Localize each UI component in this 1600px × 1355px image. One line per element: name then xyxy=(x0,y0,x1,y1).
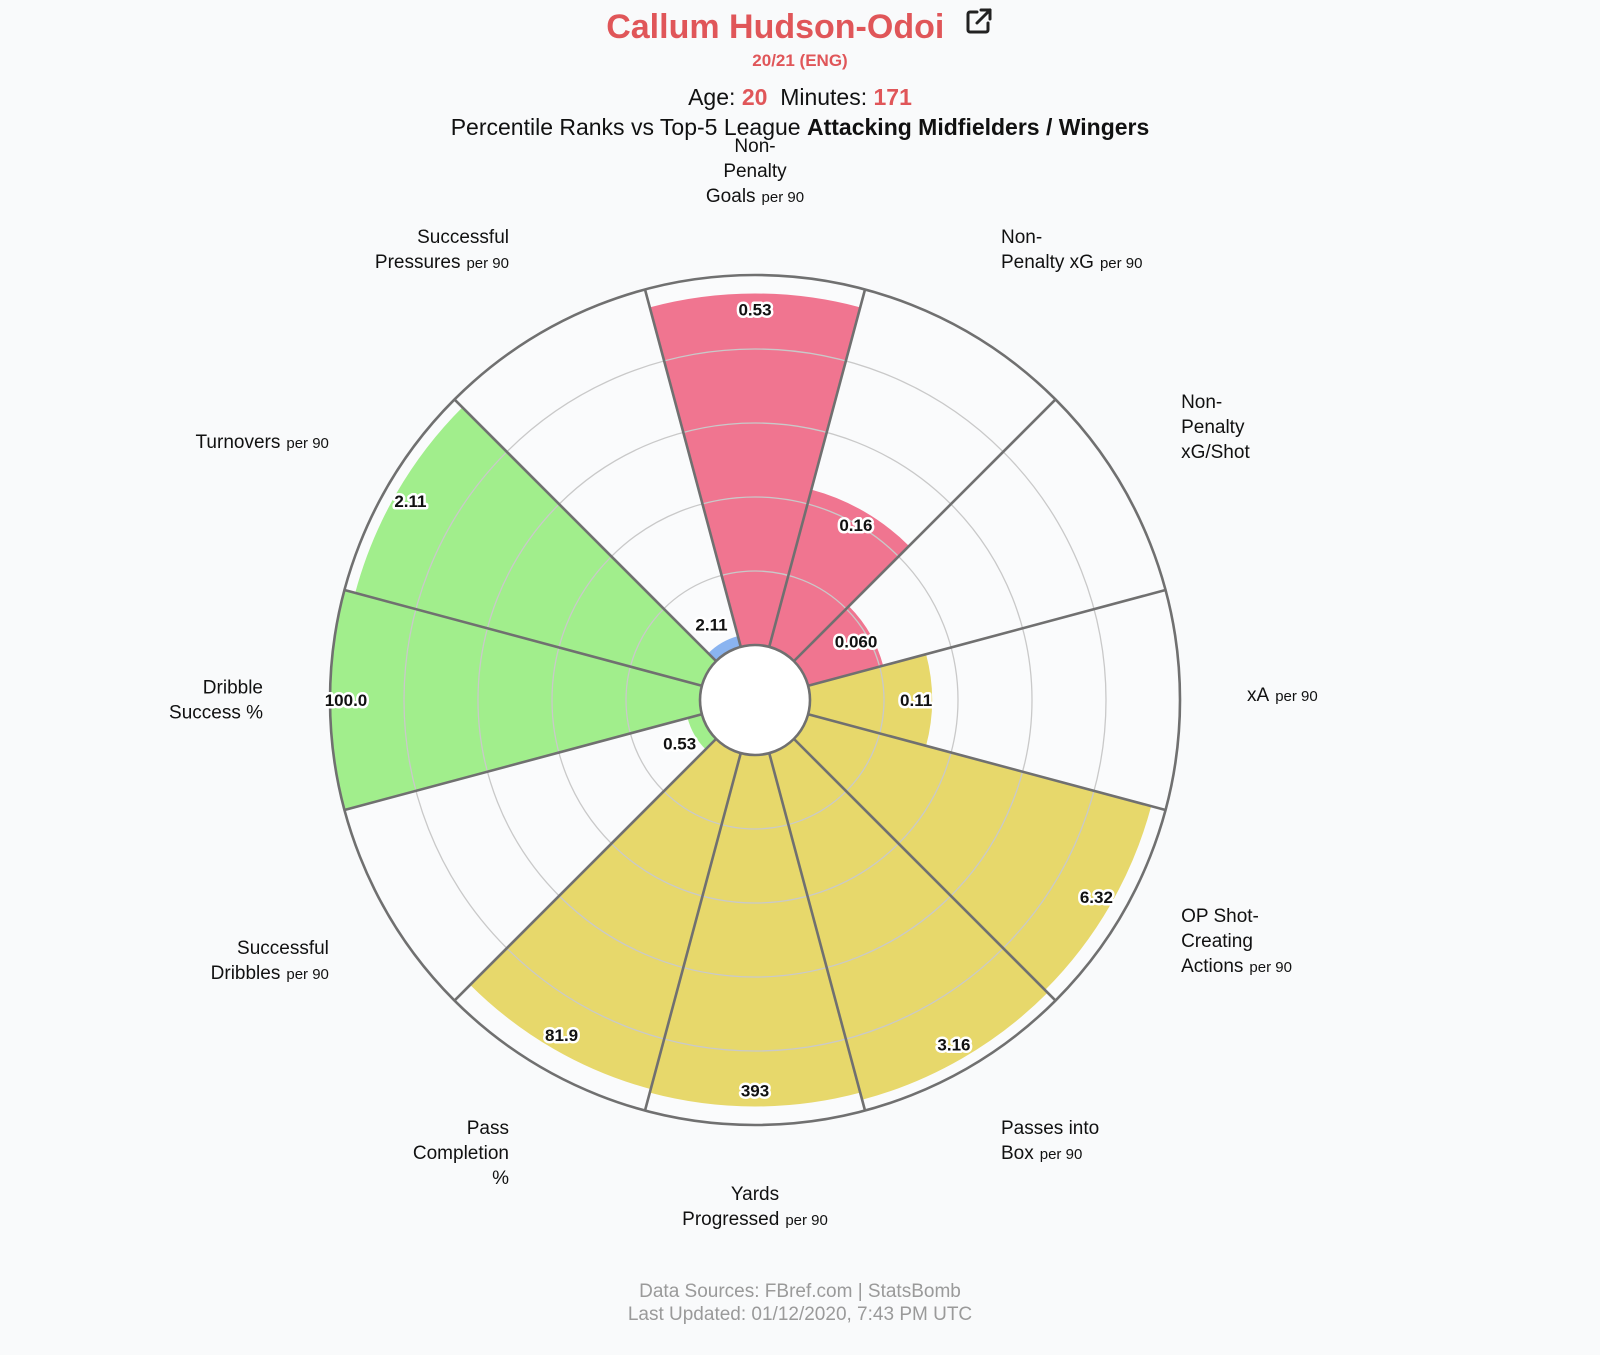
spoke-4 xyxy=(807,712,1166,812)
spoke-2 xyxy=(792,398,1057,663)
value-label-4: 6.32 xyxy=(1080,888,1113,907)
inner-hole xyxy=(698,643,812,757)
comparison-row: Percentile Ranks vs Top-5 League Attacki… xyxy=(0,112,1600,142)
value-label-8: 0.53 xyxy=(663,735,696,754)
value-label-3: 0.11 xyxy=(900,691,932,710)
gridlines xyxy=(403,348,1107,1052)
season-subtitle: 20/21 (ENG) xyxy=(752,51,848,71)
external-link-icon[interactable] xyxy=(964,4,994,46)
age-minutes-row: Age: 20 Minutes: 171 xyxy=(0,82,1600,112)
value-label-9: 100.0 xyxy=(325,691,368,710)
value-label-10: 2.11 xyxy=(394,492,426,511)
minutes-label: Minutes: xyxy=(780,84,868,111)
value-label-1: 0.16 xyxy=(839,516,872,535)
spoke-6 xyxy=(767,752,867,1111)
category-label-2: Non-Penalty xG/Shot xyxy=(1181,392,1250,463)
grid-ring-2 xyxy=(477,422,1033,978)
bar-3 xyxy=(808,654,933,746)
value-label-2: 0.060 xyxy=(835,633,878,652)
category-label-4: OP Shot-Creating Actions per 90 xyxy=(1181,906,1292,977)
age-label: Age: xyxy=(688,84,736,111)
chart-header: Callum Hudson-Odoi 20/21 (ENG) Age: 20 M… xyxy=(0,6,1600,142)
grid-ring-3 xyxy=(403,348,1107,1052)
spoke-10 xyxy=(344,588,703,688)
grid-ring-1 xyxy=(551,496,959,904)
value-label-6: 393 xyxy=(741,1082,769,1101)
value-label-5: 3.16 xyxy=(937,1036,970,1055)
category-label-0: Non-Penalty Goals per 90 xyxy=(706,136,804,207)
spoke-1 xyxy=(767,289,867,648)
grid-ring-0 xyxy=(625,570,885,830)
player-name: Callum Hudson-Odoi xyxy=(606,8,945,46)
spoke-0 xyxy=(643,289,743,648)
spoke-9 xyxy=(344,712,703,812)
title-row: Callum Hudson-Odoi xyxy=(0,6,1600,50)
value-label-7: 81.9 xyxy=(545,1026,578,1045)
category-label-7: Pass Completion% xyxy=(413,1118,509,1189)
spoke-7 xyxy=(643,752,743,1111)
spokes xyxy=(344,289,1166,1111)
bar-0 xyxy=(649,293,861,647)
minutes-value: 171 xyxy=(873,84,912,111)
bar-1 xyxy=(769,489,910,662)
bars xyxy=(330,293,1152,1107)
spoke-8 xyxy=(453,737,718,1002)
category-label-11: Successful Pressures per 90 xyxy=(375,227,509,273)
data-sources: Data Sources: FBref.com | StatsBomb xyxy=(639,1281,961,1302)
age-value: 20 xyxy=(741,84,768,111)
category-label-6: Yards Progressed per 90 xyxy=(682,1184,828,1230)
bar-11 xyxy=(708,636,741,662)
value-label-0: 0.53 xyxy=(738,301,771,320)
last-updated: Last Updated: 01/12/2020, 7:43 PM UTC xyxy=(627,1304,973,1325)
ranks-prefix: Percentile Ranks vs Top-5 League xyxy=(450,114,801,141)
category-label-1: Non-Penalty xG per 90 xyxy=(1001,227,1142,273)
bar-9 xyxy=(330,590,702,810)
spoke-11 xyxy=(453,398,718,663)
outer-ring xyxy=(328,273,1182,1127)
category-labels: Non-Penalty Goals per 90 Non-Penalty xG per … xyxy=(169,136,1318,1230)
category-label-3: xA per 90 xyxy=(1247,685,1318,706)
spoke-3 xyxy=(807,588,1166,688)
value-labels: 0.53 0.16 0.060 0.11 6.32 3.16 393 81.9 0.53 100.… xyxy=(322,298,1115,1103)
category-label-10: Turnovers per 90 xyxy=(196,432,329,453)
category-label-8: Successful Dribbles per 90 xyxy=(211,938,329,984)
chart-footer: Data Sources: FBref.com | StatsBomb Last… xyxy=(0,1280,1600,1326)
spoke-5 xyxy=(792,737,1057,1002)
value-label-11: 2.11 xyxy=(695,616,727,635)
bar-8 xyxy=(687,714,717,750)
ranks-group: Attacking Midfielders / Wingers xyxy=(807,114,1150,141)
category-label-5: Passes into Box per 90 xyxy=(1001,1118,1099,1164)
category-label-9: Dribble Success % xyxy=(169,678,263,724)
bar-6 xyxy=(649,753,861,1107)
